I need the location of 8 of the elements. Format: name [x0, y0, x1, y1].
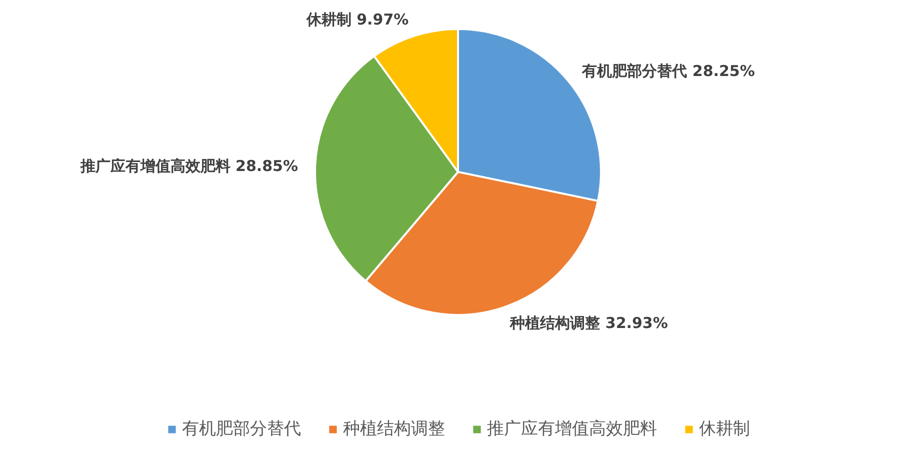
- legend-label: 休耕制: [699, 418, 750, 440]
- legend-label: 种植结构调整: [343, 418, 445, 440]
- category-label: 推广应有增值高效肥料 28.85%: [80, 156, 298, 175]
- legend-label: 有机肥部分替代: [182, 418, 301, 440]
- category-label: 种植结构调整 32.93%: [510, 314, 668, 332]
- category-label: 有机肥部分替代 28.25%: [582, 62, 755, 80]
- category-label: 休耕制 9.97%: [306, 10, 409, 29]
- legend-label: 推广应有增值高效肥料: [487, 418, 657, 440]
